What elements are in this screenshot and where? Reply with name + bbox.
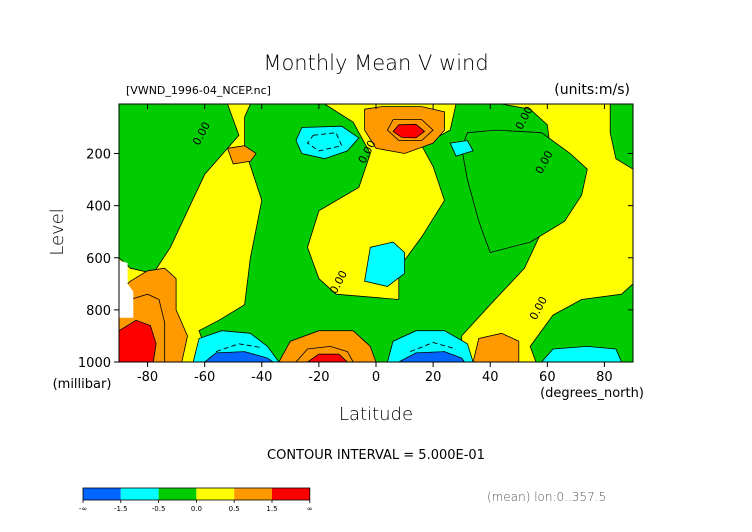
contour-region	[461, 129, 588, 253]
contour-region	[541, 345, 623, 362]
contour-interval: CONTOUR INTERVAL = 5.000E-01	[267, 448, 485, 463]
source-label: [VWND_1996-04_NCEP.nc]	[126, 84, 271, 97]
contour-region	[119, 319, 157, 362]
contour-region	[392, 123, 426, 139]
dashed-contour-line	[306, 132, 343, 152]
x-tick-label: -60	[194, 370, 215, 385]
contour-region	[364, 241, 406, 287]
contour-region	[295, 125, 360, 160]
colorbar-tick-label: 0.5	[229, 505, 240, 513]
x-units: (degrees_north)	[540, 386, 644, 401]
colorbar-tick-label: 0.0	[191, 505, 202, 513]
contour-region	[119, 104, 240, 274]
y-tick-label: 400	[86, 200, 111, 215]
colorbar-tick-label: 1.5	[266, 505, 277, 513]
colorbar-segment	[196, 488, 235, 500]
y-tick-label: 200	[86, 148, 111, 163]
x-axis-label: Latitude	[339, 404, 413, 425]
colorbar: -∞ -1.5 -0.5 0.0 0.5 1.5 ∞	[79, 487, 313, 513]
contour-region	[609, 104, 633, 170]
contour-region	[472, 332, 520, 362]
colorbar-segment	[83, 488, 121, 500]
dashed-contour-line	[410, 342, 457, 353]
colorbar-segment	[158, 488, 197, 500]
units-label: (units:m/s)	[554, 82, 630, 98]
x-tick-label: -20	[308, 370, 329, 385]
x-tick-label: 0	[372, 370, 380, 385]
chart-title: Monthly Mean V wind	[263, 51, 488, 75]
dashed-contours	[215, 132, 457, 353]
x-tick-label: 80	[596, 370, 613, 385]
contour-region	[226, 145, 257, 165]
colorbar-tick-label: -1.5	[114, 505, 128, 513]
missing-data	[119, 260, 134, 318]
footer-note: (mean) lon:0..357.5	[487, 490, 606, 504]
y-tick-label: 1000	[78, 356, 111, 371]
colorbar-tick-label: -∞	[79, 505, 87, 513]
contour-region	[204, 351, 274, 362]
colorbar-segment	[272, 488, 310, 500]
contour-region	[398, 351, 465, 362]
colorbar-segment	[120, 488, 159, 500]
contour-region	[306, 353, 348, 362]
colorbar-segment	[234, 488, 272, 500]
x-tick-label: -80	[137, 370, 158, 385]
colorbar-tick-label: ∞	[307, 505, 313, 513]
y-tick-label: 600	[86, 252, 111, 267]
colorbar-tick-label: -0.5	[152, 505, 166, 513]
y-axis: 200 400 600 800 1000	[78, 148, 633, 371]
y-tick-label: 800	[86, 304, 111, 319]
contour-region	[449, 140, 474, 157]
x-tick-label: 20	[425, 370, 442, 385]
contour-region	[198, 104, 554, 362]
x-tick-label: 40	[482, 370, 499, 385]
filled-contours	[119, 104, 633, 362]
plot-area: 0.000.000.000.000.000.00	[119, 104, 633, 362]
dashed-contour-line	[215, 343, 262, 353]
x-tick-label: 60	[539, 370, 556, 385]
x-axis: -80 -60 -40 -20 0 20 40 60 80	[137, 104, 613, 385]
missing-data-region	[119, 260, 134, 318]
x-tick-label: -40	[251, 370, 272, 385]
contour-region	[529, 283, 633, 362]
y-units: (millibar)	[53, 377, 112, 392]
y-axis-label: Level	[47, 208, 68, 256]
